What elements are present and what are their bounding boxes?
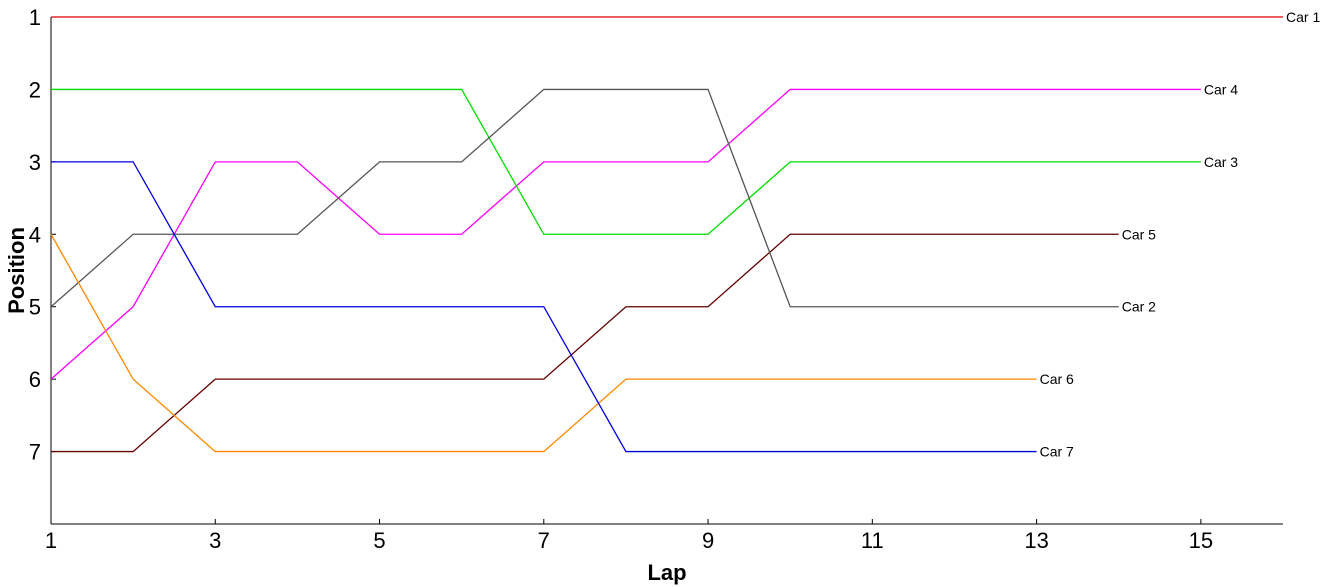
series-line-car-5 (51, 233, 1119, 453)
x-tick-label: 11 (861, 528, 884, 553)
series-lines (50, 16, 1283, 453)
series-line-car-6 (50, 233, 1037, 453)
y-tick-label: 2 (29, 77, 41, 102)
series-labels: Car 1 Car 4 Car 3 Car 5 Car 2 Car 6 Car 7 (1040, 9, 1321, 460)
series-label-car-1: Car 1 (1286, 9, 1320, 25)
x-tick-label: 5 (373, 528, 385, 553)
series-line-car-4 (50, 88, 1201, 380)
x-tick-label: 9 (702, 528, 714, 553)
series-label-car-2: Car 2 (1122, 299, 1156, 315)
y-tick-label: 7 (29, 440, 41, 465)
x-tick-label: 7 (538, 528, 550, 553)
y-tick-label: 1 (29, 5, 41, 30)
y-tick-label: 3 (29, 150, 41, 175)
x-tick-label: 13 (1024, 528, 1048, 553)
series-line-car-2 (50, 88, 1119, 308)
x-tick-label: 1 (45, 528, 57, 553)
x-tick-label: 3 (209, 528, 221, 553)
series-line-car-7 (51, 161, 1037, 453)
y-axis-title: Position (4, 227, 29, 314)
series-line-car-3 (51, 88, 1201, 235)
y-tick-label: 5 (29, 295, 41, 320)
series-label-car-6: Car 6 (1040, 371, 1074, 387)
y-tick-label: 6 (29, 367, 41, 392)
series-label-car-4: Car 4 (1204, 81, 1238, 97)
x-tick-label: 15 (1189, 528, 1213, 553)
x-axis-title: Lap (647, 560, 686, 585)
series-label-car-7: Car 7 (1040, 444, 1074, 460)
series-label-car-3: Car 3 (1204, 154, 1238, 170)
series-label-car-5: Car 5 (1122, 226, 1156, 242)
y-tick-label: 4 (29, 222, 41, 247)
